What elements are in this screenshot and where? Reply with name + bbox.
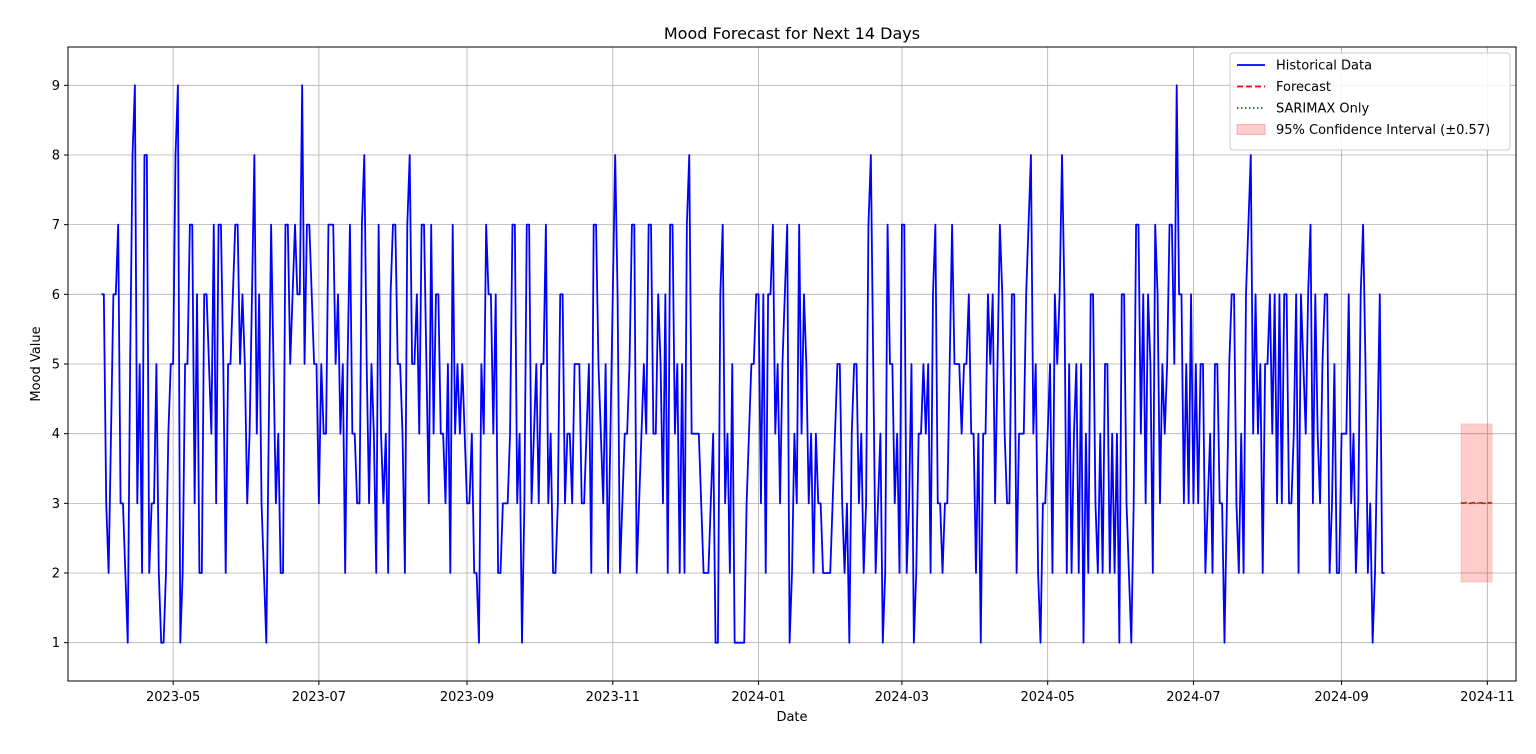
x-tick-label: 2024-07 [1166, 690, 1220, 705]
historical-data-line [101, 84, 1385, 644]
legend-label: SARIMAX Only [1276, 102, 1369, 117]
x-tick-label: 2024-05 [1021, 690, 1075, 705]
series-layer [101, 84, 1493, 644]
x-tick-label: 2023-11 [586, 690, 640, 705]
y-axis-label: Mood Value [29, 326, 44, 401]
y-tick-label: 7 [52, 218, 60, 233]
sarimax-line [1460, 501, 1493, 505]
x-tick-label: 2024-11 [1460, 690, 1514, 705]
y-tick-label: 3 [52, 497, 60, 512]
x-tick-label: 2024-09 [1314, 690, 1368, 705]
y-tick-label: 8 [52, 148, 60, 163]
legend-label: Forecast [1276, 80, 1331, 95]
legend: Historical Data Forecast SARIMAX Only 95% C… [1229, 52, 1511, 151]
legend-swatch [1236, 124, 1266, 135]
y-tick-label: 6 [52, 288, 60, 303]
y-tick-label: 9 [52, 79, 60, 94]
y-axis: 1 2 3 4 5 6 7 8 9 [52, 79, 68, 651]
x-tick-label: 2023-05 [146, 690, 200, 705]
legend-box [1229, 52, 1511, 151]
x-tick-label: 2024-03 [875, 690, 929, 705]
x-tick-label: 2023-07 [292, 690, 346, 705]
x-tick-label: 2024-01 [731, 690, 785, 705]
y-tick-label: 1 [52, 636, 60, 651]
x-tick-label: 2023-09 [440, 690, 494, 705]
chart-title: Mood Forecast for Next 14 Days [664, 24, 920, 43]
y-tick-label: 2 [52, 567, 60, 582]
y-tick-label: 4 [52, 427, 60, 442]
y-tick-label: 5 [52, 358, 60, 373]
legend-label: 95% Confidence Interval (±0.57) [1276, 123, 1490, 138]
x-axis-label: Date [776, 710, 807, 725]
x-axis: 2023-05 2023-07 2023-09 2023-11 2024-01 2024-… [146, 681, 1514, 705]
legend-label: Historical Data [1276, 59, 1372, 74]
